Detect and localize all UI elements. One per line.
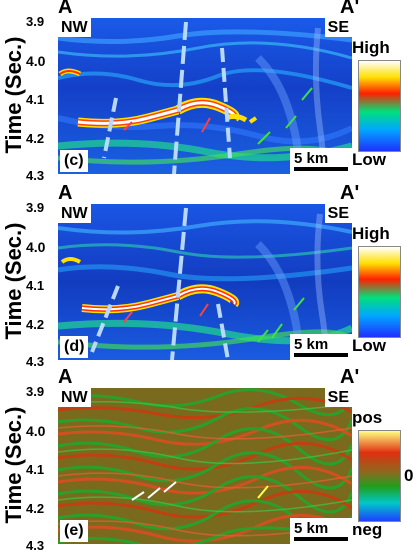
section-start-label: A bbox=[58, 0, 73, 18]
attribute-image bbox=[58, 204, 352, 360]
direction-nw: NW bbox=[58, 388, 91, 407]
y-tick: 4.3 bbox=[26, 354, 45, 369]
fault-line bbox=[90, 285, 120, 353]
arrow-green bbox=[257, 131, 271, 145]
arrow-white bbox=[131, 491, 145, 501]
colorbar-mid-label: 0 bbox=[404, 466, 414, 485]
arrow-green bbox=[271, 323, 283, 339]
y-tick: 4.2 bbox=[26, 501, 45, 516]
fault-line bbox=[102, 97, 118, 159]
arrow-yellow bbox=[257, 485, 269, 499]
colorbar-top-label: High bbox=[352, 224, 390, 243]
section-start-label: A bbox=[58, 182, 73, 204]
attribute-image bbox=[58, 18, 352, 174]
direction-nw: NW bbox=[58, 18, 91, 37]
colorbar-top-label: pos bbox=[352, 408, 383, 427]
y-tick: 3.9 bbox=[26, 384, 45, 399]
fault-line bbox=[170, 207, 188, 360]
fault-line bbox=[172, 21, 188, 174]
section-start-label: A bbox=[58, 366, 73, 388]
section-end-label: A' bbox=[340, 182, 360, 204]
y-tick: 3.9 bbox=[26, 14, 45, 29]
colorbar-bottom-label: Low bbox=[352, 150, 386, 169]
colorbar-top-label: High bbox=[352, 38, 390, 57]
section-end-label: A' bbox=[340, 366, 360, 388]
y-tick: 4.2 bbox=[26, 317, 45, 332]
panel-e: A A' Time (Sec.) 3.9 4.0 4.1 4.2 4.3 bbox=[0, 366, 419, 553]
y-tick: 3.9 bbox=[26, 200, 45, 215]
y-tick: 4.1 bbox=[26, 462, 45, 477]
panel-d: A A' Time (Sec.) 3.9 4.0 4.1 4.2 4.3 bbox=[0, 182, 419, 369]
arrow-white bbox=[163, 481, 177, 493]
colorbar-bottom-label: Low bbox=[352, 336, 386, 355]
y-axis-label: Time (Sec.) bbox=[1, 36, 26, 154]
arrow-green bbox=[301, 87, 313, 101]
y-tick: 4.1 bbox=[26, 278, 45, 293]
arrow-red bbox=[199, 303, 209, 317]
direction-se: SE bbox=[324, 204, 352, 223]
colorbar-amplitude bbox=[358, 60, 401, 152]
arrow-green bbox=[257, 329, 269, 343]
direction-nw: NW bbox=[58, 204, 91, 223]
seismic-attribute-plot: NW SE (c) 5 km bbox=[58, 18, 352, 174]
panel-label: (c) bbox=[60, 150, 88, 172]
fault-line bbox=[220, 47, 232, 159]
direction-se: SE bbox=[324, 18, 352, 37]
panel-label: (e) bbox=[60, 520, 88, 542]
y-tick: 4.1 bbox=[26, 92, 45, 107]
scale-bar: 5 km bbox=[290, 334, 352, 360]
seismic-section-plot: NW SE (e) 5 km bbox=[58, 388, 352, 544]
colorbar-amplitude bbox=[358, 246, 401, 338]
arrow-green bbox=[293, 297, 305, 311]
arrow-red bbox=[123, 121, 133, 131]
colorbar-bottom-label: neg bbox=[352, 520, 383, 539]
y-tick: 4.2 bbox=[26, 131, 45, 146]
fault-line bbox=[216, 303, 230, 360]
y-tick: 4.0 bbox=[26, 423, 46, 439]
y-tick: 4.3 bbox=[26, 538, 45, 553]
y-tick: 4.0 bbox=[26, 53, 46, 69]
panel-label: (d) bbox=[60, 336, 89, 358]
arrow-red bbox=[123, 311, 133, 323]
arrow-green bbox=[285, 115, 297, 129]
seismic-attribute-plot: NW SE (d) 5 km bbox=[58, 204, 352, 360]
colorbar-seismic bbox=[358, 430, 401, 522]
arrow-red bbox=[201, 117, 211, 133]
scale-bar: 5 km bbox=[290, 518, 352, 544]
y-axis-label: Time (Sec.) bbox=[1, 222, 26, 340]
y-tick: 4.0 bbox=[26, 239, 46, 255]
direction-se: SE bbox=[324, 388, 352, 407]
scale-bar: 5 km bbox=[290, 148, 352, 174]
y-axis-label: Time (Sec.) bbox=[1, 406, 26, 524]
y-tick: 4.3 bbox=[26, 168, 45, 183]
panel-c: A A' Time (Sec.) 3.9 4.0 4.1 4.2 4.3 bbox=[0, 0, 419, 183]
section-end-label: A' bbox=[340, 0, 360, 18]
arrow-white bbox=[147, 487, 161, 499]
